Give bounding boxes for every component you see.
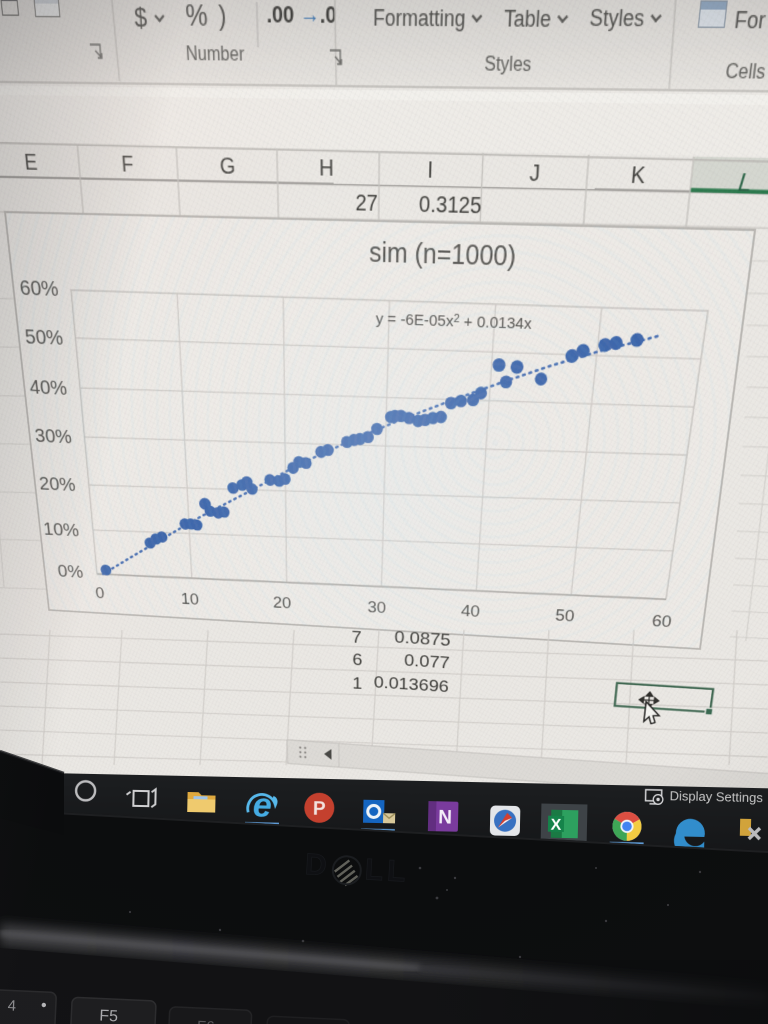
svg-text:Display Settings: Display Settings xyxy=(669,788,763,805)
svg-text:LL: LL xyxy=(364,853,410,888)
svg-text:X: X xyxy=(550,817,561,834)
svg-text:F5: F5 xyxy=(99,1008,119,1024)
svg-text:N: N xyxy=(438,807,452,828)
svg-text:F6: F6 xyxy=(197,1018,215,1024)
svg-text:4: 4 xyxy=(7,997,16,1014)
svg-text:P: P xyxy=(313,799,326,820)
svg-text:D: D xyxy=(304,848,331,882)
